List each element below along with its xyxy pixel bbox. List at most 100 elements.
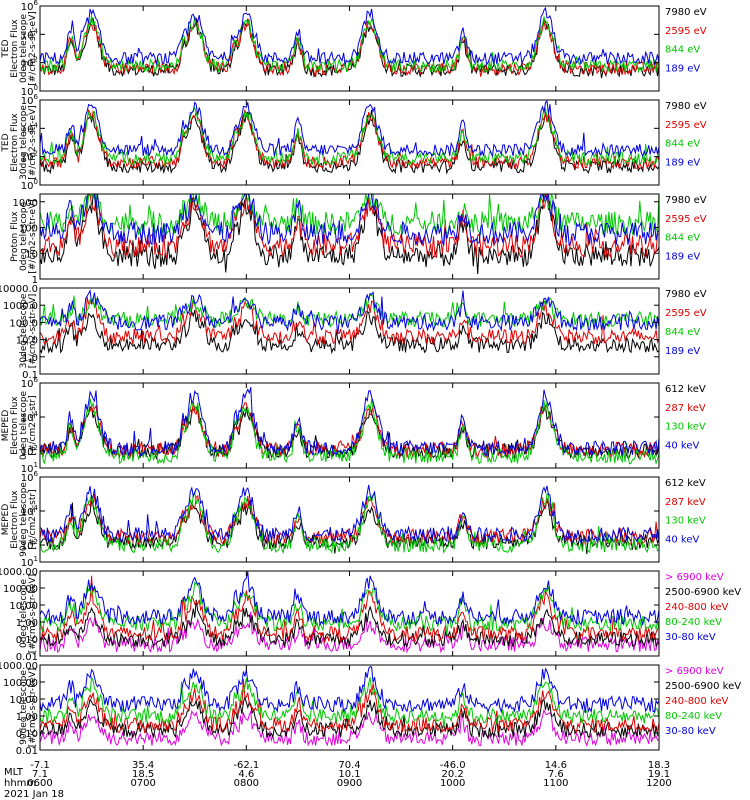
series-line-4 [40,581,659,636]
y-axis-label: Electron Flux [10,396,20,455]
x-axis-row-2-value: 4.6 [238,769,254,780]
series-line-3 [40,679,659,734]
y-axis-label: MEPED [1,504,11,536]
y-axis-label: 0deg telescope [19,202,29,272]
legend-entry: 189 eV [665,157,700,168]
y-tick-label: 1000 [13,198,38,209]
y-tick-label: 106 [21,470,39,484]
y-tick-label: 102 [21,538,38,552]
legend-entry: 2595 eV [665,308,707,319]
panel-7-plot-area [40,571,659,654]
series-line-3 [40,398,659,466]
series-line-4 [40,484,659,545]
y-tick-label: 100.00 [3,678,38,689]
y-tick-label: 0.01 [16,652,38,663]
legend-entry: 189 eV [665,63,700,74]
y-tick-label: 0.10 [16,729,38,740]
legend-entry: 2595 eV [665,214,707,225]
series-line-5 [40,666,659,714]
y-axis-label: [#/cm2-s-str-keV] [28,574,38,653]
y-tick-label: 1 [32,275,38,286]
legend-entry: 130 keV [665,422,706,433]
legend-entry: > 6900 keV [665,666,724,677]
y-tick-label: 106 [21,93,39,107]
x-axis-row-2-value: 20.2 [442,769,464,780]
legend-entry: 240-800 keV [665,696,729,707]
x-axis-row-2-value: 18.5 [132,769,154,780]
series-line-2 [40,297,659,346]
legend-entry: 7980 eV [665,7,707,18]
legend-entry: 7980 eV [665,289,707,300]
x-axis-labels: MLT hhmm 2021 Jan 18 -7.1 35.4 -62.1 70.4 -4… [4,760,672,800]
x-time-tick-label: 0600 [27,778,52,789]
y-tick-label: 101 [21,461,38,475]
y-tick-label: 102 [21,150,38,164]
series-line-4 [40,6,659,67]
y-tick-label: 106 [21,0,39,13]
y-tick-label: 102 [21,444,38,458]
y-axis-label: 30deg telescope [19,105,29,180]
legend-entry: 40 keV [665,534,699,545]
y-axis-label: [#/cm2-s-str-keV] [28,668,38,747]
y-axis-label: [#/cm2-s-str] [28,395,38,455]
x-time-tick-label: 0800 [234,778,259,789]
series-line-4 [40,289,659,334]
y-axis-label: [#/cm2-s-str-eV] [28,105,38,180]
legend-entry: 30-80 keV [665,632,716,643]
legend-entry: 7980 eV [665,195,707,206]
y-axis-label: [#/cm2-s-str-eV] [28,11,38,86]
series-line-4 [40,675,659,728]
panel-2: 100 102 104 106 TED Electron Flux 30deg telesc… [1,93,707,192]
y-tick-label: 10.0 [16,336,38,347]
series-line-1 [40,17,659,79]
x-axis-row-2-value: 7.1 [32,769,48,780]
y-tick-label: 100 [21,178,38,192]
x-axis-row-1-value: -62.1 [233,760,259,771]
y-tick-label: 1000.0 [3,301,38,312]
series-line-2 [40,599,659,648]
panel-5: 101 102 104 106 MEPED Electron Flux 0deg teles… [1,376,706,475]
y-axis-label: 90deg telescope [19,482,29,557]
legend-entry: 30-80 keV [665,726,716,737]
x-axis-row-1-value: 70.4 [338,760,360,771]
y-axis-label: MEPED [1,410,11,442]
y-tick-label: 100 [21,84,38,98]
panel-5-plot-area [40,387,659,466]
x-axis-row-1-value: 18.3 [648,760,670,771]
y-tick-label: 10.00 [9,601,38,612]
y-tick-label: 104 [21,410,39,424]
y-tick-label: 104 [21,27,39,41]
series-line-4 [40,100,659,158]
y-axis-label: Proton Flux [10,211,20,262]
y-axis-label: [#/cm2-s-str-eV] [28,199,38,274]
series-line-4 [40,387,659,457]
y-axis-label: [#/cm2-s-str-eV] [28,294,38,369]
panel-8-plot-area [40,666,659,747]
legend-entry: 240-800 keV [665,602,729,613]
legend-entry: 612 keV [665,478,706,489]
y-tick-label: 1.00 [16,712,38,723]
x-time-tick-label: 0700 [130,778,155,789]
legend-entry: 2500-6900 keV [665,587,741,598]
legend-entry: 7980 eV [665,101,707,112]
x-time-label: hhmm [4,778,36,789]
panel-3-plot-area [40,194,659,275]
y-axis-label: 90deg telescope [19,670,29,745]
series-line-4 [40,194,659,247]
x-time-tick-label: 1100 [543,778,568,789]
y-tick-label: 1.0 [22,353,38,364]
x-time-tick-label: 1000 [440,778,465,789]
legend-entry: 189 eV [665,251,700,262]
y-tick-label: 101 [21,555,38,569]
y-axis-label: 0deg telescope [19,14,29,84]
legend-entry: > 6900 keV [665,572,724,583]
y-tick-label: 0.01 [16,746,38,757]
series-line-2 [40,16,659,78]
legend-entry: 287 keV [665,403,706,414]
panel-3: 1 10 100 1000 Proton Flux 0deg telescope [#/cm… [10,193,707,286]
legend-entry: 80-240 keV [665,711,722,722]
x-axis-row-1-value: -7.1 [30,760,50,771]
